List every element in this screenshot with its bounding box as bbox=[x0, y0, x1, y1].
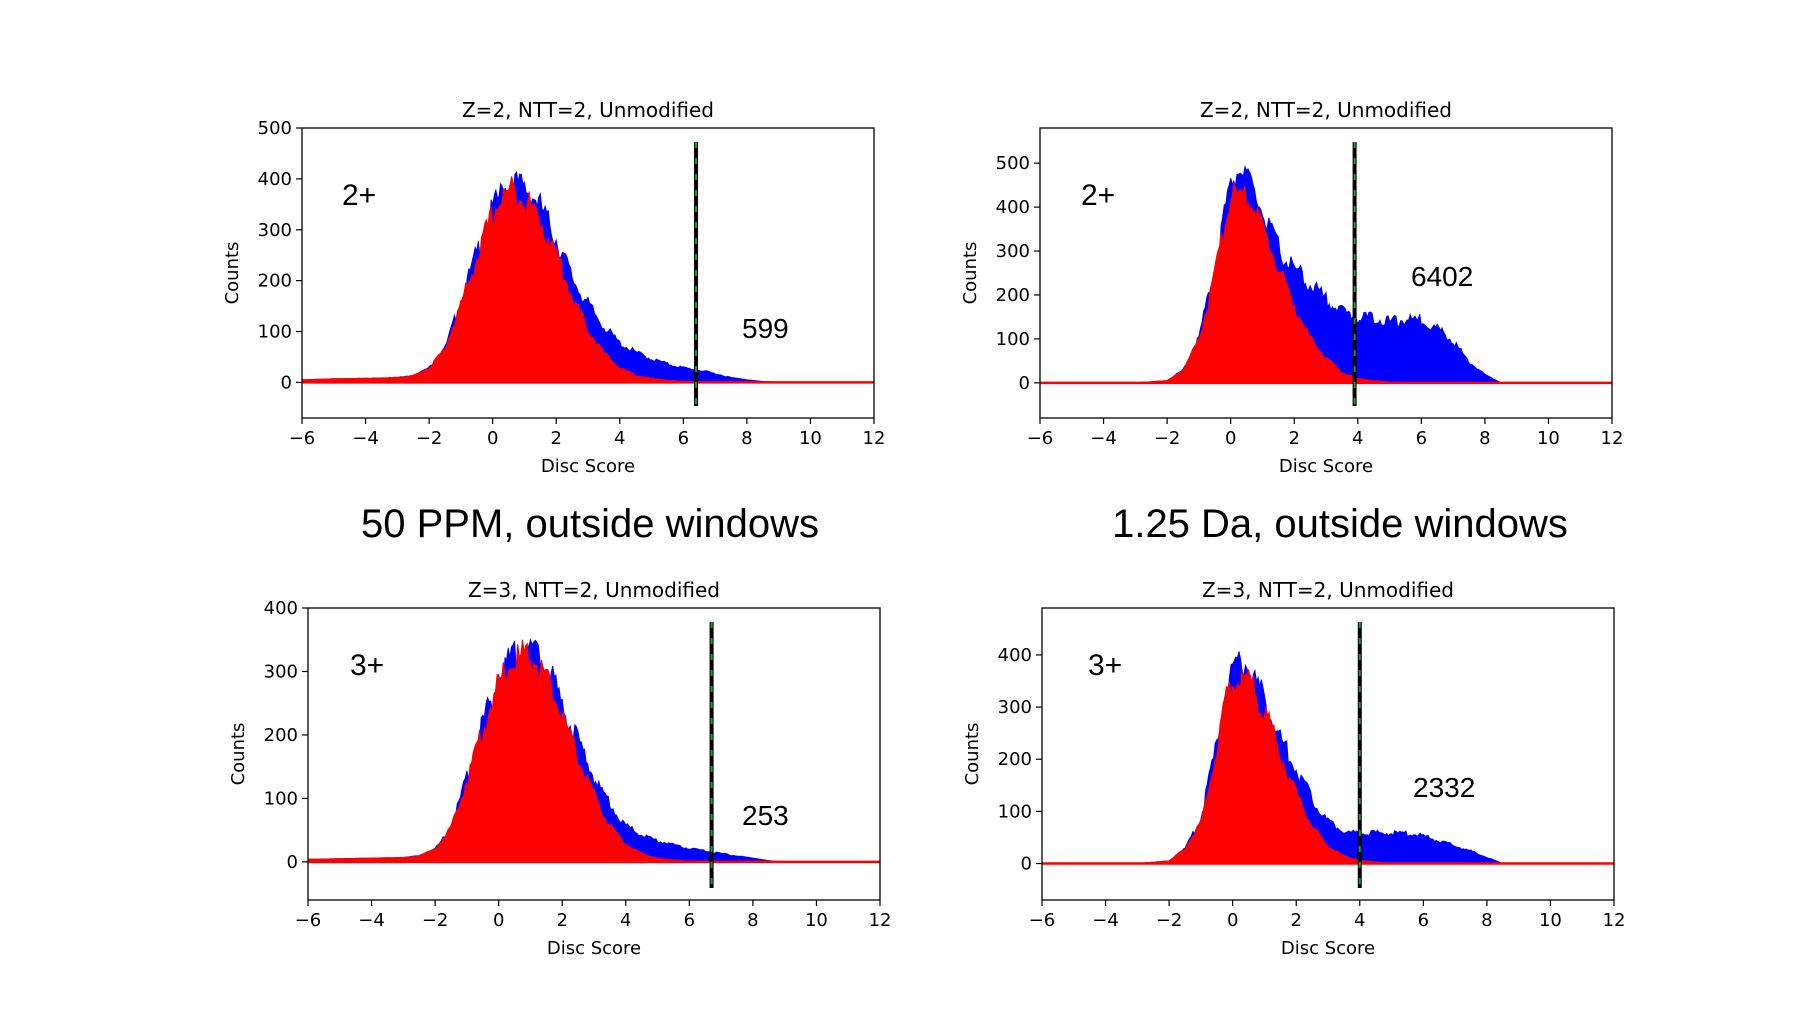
y-tick-label: 0 bbox=[1019, 373, 1030, 394]
x-tick-label: 4 bbox=[614, 428, 625, 449]
series-red-area bbox=[301, 176, 874, 383]
y-tick-label: 200 bbox=[998, 749, 1032, 770]
plot-frame bbox=[301, 127, 875, 419]
x-axis-label: Disc Score bbox=[1281, 938, 1375, 959]
series-blue-area bbox=[1042, 651, 1614, 864]
x-tick-label: −2 bbox=[422, 910, 449, 931]
x-tick-label: −6 bbox=[1027, 428, 1054, 449]
y-tick-label: 400 bbox=[998, 645, 1032, 666]
x-tick-label: 8 bbox=[1479, 428, 1490, 449]
charge-label: 2+ bbox=[342, 179, 376, 212]
x-tick-label: 2 bbox=[556, 910, 567, 931]
count-label: 6402 bbox=[1411, 261, 1473, 292]
x-tick-label: 10 bbox=[1537, 428, 1560, 449]
count-label: 2332 bbox=[1413, 772, 1475, 803]
x-tick-label: 10 bbox=[1539, 910, 1562, 931]
x-tick-label: 2 bbox=[1288, 428, 1299, 449]
y-tick-label: 400 bbox=[996, 197, 1030, 218]
y-tick-label: 200 bbox=[264, 725, 298, 746]
x-tick-label: 8 bbox=[741, 428, 752, 449]
y-tick-label: 200 bbox=[258, 271, 292, 292]
x-axis-label: Disc Score bbox=[1279, 456, 1373, 477]
x-tick-label: 12 bbox=[869, 910, 892, 931]
y-tick-label: 400 bbox=[258, 169, 292, 190]
x-axis-label: Disc Score bbox=[541, 456, 635, 477]
y-tick-label: 100 bbox=[258, 322, 292, 343]
chart-panel-1: Z=2, NTT=2, Unmodified −6 −4 −2 0 2 4 6 8 10 12 0 10… bbox=[222, 98, 885, 477]
x-tick-label: −4 bbox=[352, 428, 379, 449]
y-tick-label: 300 bbox=[996, 241, 1030, 262]
x-tick-label: 6 bbox=[1416, 428, 1427, 449]
y-tick-label: 300 bbox=[258, 220, 292, 241]
x-tick-label: 12 bbox=[863, 428, 886, 449]
x-tick-label: 6 bbox=[1418, 910, 1429, 931]
x-tick-label: 4 bbox=[620, 910, 631, 931]
chart-panel-3: Z=3, NTT=2, Unmodified −6 −4 −2 0 2 4 6 8 10 12 0 10… bbox=[228, 578, 891, 959]
charge-label: 3+ bbox=[1088, 649, 1122, 682]
caption-left: 50 PPM, outside windows bbox=[360, 502, 819, 546]
charge-label: 3+ bbox=[350, 649, 384, 682]
chart-title: Z=2, NTT=2, Unmodified bbox=[1200, 98, 1452, 122]
x-tick-label: 12 bbox=[1601, 428, 1624, 449]
chart-title: Z=3, NTT=2, Unmodified bbox=[1202, 578, 1454, 602]
y-tick-label: 0 bbox=[287, 852, 298, 873]
x-tick-label: 0 bbox=[1225, 428, 1236, 449]
chart-panel-4: Z=3, NTT=2, Unmodified −6 −4 −2 0 2 4 6 8 10 12 0 10… bbox=[962, 578, 1625, 959]
x-tick-label: 10 bbox=[799, 428, 822, 449]
plot-frame bbox=[307, 607, 881, 901]
y-tick-label: 100 bbox=[264, 788, 298, 809]
y-tick-label: 100 bbox=[998, 801, 1032, 822]
y-axis-label: Counts bbox=[960, 242, 981, 305]
x-tick-label: 12 bbox=[1603, 910, 1626, 931]
x-tick-label: −4 bbox=[1092, 910, 1119, 931]
x-tick-label: 0 bbox=[487, 428, 498, 449]
chart-panel-2: Z=2, NTT=2, Unmodified −6 −4 −2 0 2 4 6 8 10 12 0 10… bbox=[960, 98, 1623, 477]
x-axis-label: Disc Score bbox=[547, 938, 641, 959]
count-label: 253 bbox=[742, 800, 789, 831]
y-tick-label: 400 bbox=[264, 598, 298, 619]
x-tick-label: 2 bbox=[1290, 910, 1301, 931]
x-tick-label: 2 bbox=[550, 428, 561, 449]
y-axis-label: Counts bbox=[222, 242, 243, 305]
x-tick-label: 10 bbox=[805, 910, 828, 931]
y-axis-label: Counts bbox=[228, 723, 249, 786]
y-tick-label: 100 bbox=[996, 329, 1030, 350]
x-tick-label: 8 bbox=[747, 910, 758, 931]
caption-right: 1.25 Da, outside windows bbox=[1112, 502, 1568, 546]
x-tick-label: 8 bbox=[1481, 910, 1492, 931]
x-tick-label: −6 bbox=[289, 428, 316, 449]
y-tick-label: 300 bbox=[264, 661, 298, 682]
x-tick-label: 0 bbox=[1227, 910, 1238, 931]
y-tick-label: 0 bbox=[281, 372, 292, 393]
x-tick-label: −2 bbox=[416, 428, 443, 449]
plot-frame bbox=[1039, 127, 1613, 419]
charge-label: 2+ bbox=[1081, 179, 1115, 212]
x-tick-label: −6 bbox=[1029, 910, 1056, 931]
y-tick-label: 0 bbox=[1021, 854, 1032, 875]
y-tick-label: 500 bbox=[996, 153, 1030, 174]
x-tick-label: 0 bbox=[493, 910, 504, 931]
y-tick-label: 500 bbox=[258, 118, 292, 139]
y-axis-label: Counts bbox=[962, 723, 983, 786]
plot-frame bbox=[1041, 607, 1615, 901]
chart-title: Z=3, NTT=2, Unmodified bbox=[468, 578, 720, 602]
x-tick-label: −2 bbox=[1154, 428, 1181, 449]
chart-title: Z=2, NTT=2, Unmodified bbox=[462, 98, 714, 122]
x-tick-label: −4 bbox=[358, 910, 385, 931]
x-tick-label: 4 bbox=[1354, 910, 1365, 931]
x-tick-label: 6 bbox=[678, 428, 689, 449]
x-tick-label: −2 bbox=[1156, 910, 1183, 931]
x-tick-label: 4 bbox=[1352, 428, 1363, 449]
series-red-area bbox=[307, 639, 880, 863]
y-tick-label: 300 bbox=[998, 697, 1032, 718]
x-tick-label: −6 bbox=[295, 910, 322, 931]
count-label: 599 bbox=[742, 313, 789, 344]
x-tick-label: 6 bbox=[684, 910, 695, 931]
y-tick-label: 200 bbox=[996, 285, 1030, 306]
x-tick-label: −4 bbox=[1090, 428, 1117, 449]
series-blue-area bbox=[1040, 164, 1612, 384]
